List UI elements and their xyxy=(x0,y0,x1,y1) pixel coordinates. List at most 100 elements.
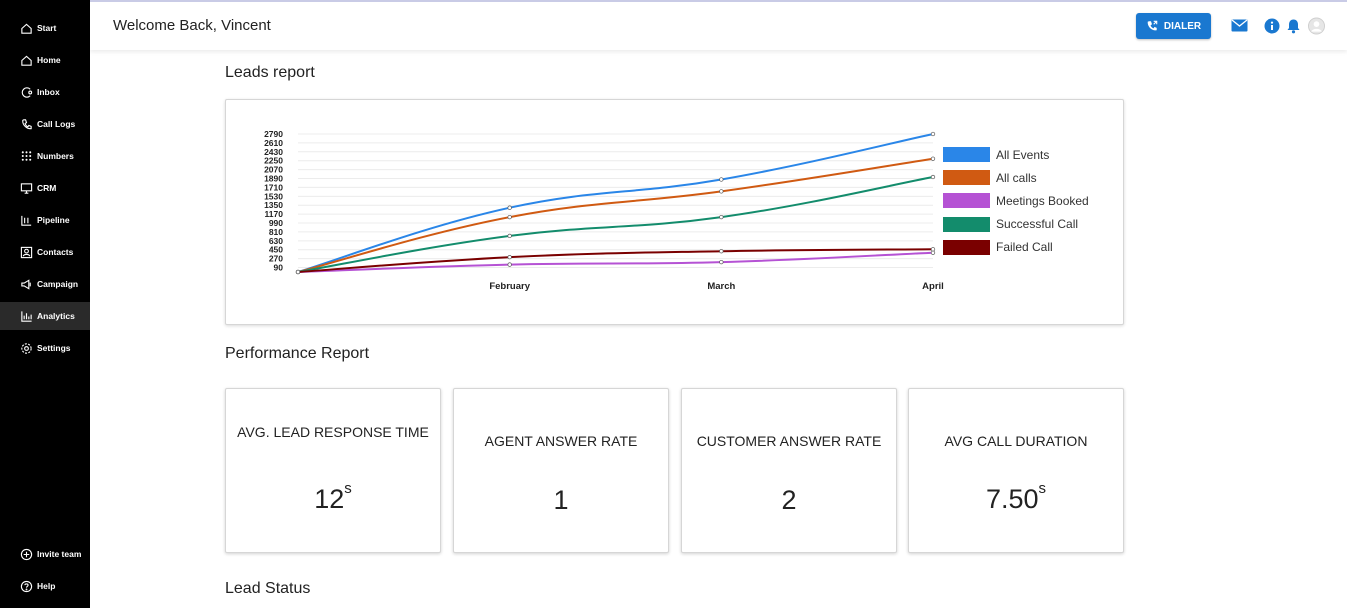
legend-item[interactable]: All Events xyxy=(943,147,1049,162)
sidebar-item-label: Settings xyxy=(37,343,71,353)
kpi-value-number: 12 xyxy=(314,484,345,514)
kpi-label: CUSTOMER ANSWER RATE xyxy=(696,433,882,449)
data-point xyxy=(719,189,724,194)
info-icon[interactable] xyxy=(1263,17,1280,34)
bell-icon[interactable] xyxy=(1285,17,1302,34)
kpi-customer-answer-rate: CUSTOMER ANSWER RATE 2 xyxy=(681,388,897,553)
sidebar-item-label: CRM xyxy=(37,183,57,193)
legend-label: Successful Call xyxy=(996,217,1079,232)
kpi-value: 12s xyxy=(226,480,440,515)
data-point xyxy=(719,214,724,220)
legend-label: All calls xyxy=(996,170,1037,185)
dialpad-icon xyxy=(19,149,33,163)
welcome-message: Welcome Back, Vincent xyxy=(113,17,271,34)
kpi-value: 1 xyxy=(454,485,668,516)
legend-swatch xyxy=(943,239,990,255)
sidebar-item-label: Inbox xyxy=(37,87,60,97)
sidebar-item-crm[interactable]: CRM xyxy=(0,174,90,202)
leads-report-chart: 90 270 450 630 810 990 1170 1350 1530 1710 1890 207… xyxy=(225,99,1124,325)
series-line-failed-call xyxy=(297,248,934,273)
home-icon xyxy=(19,53,33,67)
y-tick-label: 1710 xyxy=(264,182,283,192)
data-point xyxy=(930,174,936,180)
mail-icon[interactable] xyxy=(1231,17,1248,34)
dialer-button[interactable]: DIALER xyxy=(1136,13,1211,39)
data-point xyxy=(507,205,512,210)
y-tick-label: 990 xyxy=(269,218,283,228)
x-tick-label: April xyxy=(922,281,944,292)
legend-item[interactable]: Meetings Booked xyxy=(943,193,1089,209)
y-tick-label: 90 xyxy=(274,263,284,273)
kpi-value-unit: s xyxy=(344,480,352,497)
pipeline-icon xyxy=(19,213,33,227)
data-point xyxy=(719,177,724,182)
sidebar-item-help[interactable]: Help xyxy=(0,572,90,600)
kpi-avg-call-duration: AVG CALL DURATION 7.50s xyxy=(908,388,1124,553)
kpi-value-number: 1 xyxy=(553,485,569,515)
sidebar-item-label: Start xyxy=(37,23,57,33)
megaphone-icon xyxy=(19,277,33,291)
sidebar-item-settings[interactable]: Settings xyxy=(0,334,90,362)
kpi-avg-lead-response-time: AVG. LEAD RESPONSE TIME 12s xyxy=(225,388,441,553)
legend-label: All Events xyxy=(996,147,1050,162)
sidebar-item-label: Campaign xyxy=(37,279,79,289)
y-tick-label: 1350 xyxy=(264,200,283,210)
y-tick-label: 1890 xyxy=(264,174,283,184)
kpi-agent-answer-rate: AGENT ANSWER RATE 1 xyxy=(453,388,669,553)
monitor-icon xyxy=(19,181,33,195)
y-tick-label: 1170 xyxy=(265,209,284,219)
sidebar: Start Home Inbox Call Logs Numbers CRM P… xyxy=(0,0,90,608)
inbox-icon xyxy=(19,85,33,99)
sidebar-item-numbers[interactable]: Numbers xyxy=(0,142,90,170)
legend-item[interactable]: Successful Call xyxy=(943,216,1079,232)
legend-label: Meetings Booked xyxy=(996,193,1089,208)
y-tick-label: 2250 xyxy=(264,156,283,166)
y-tick-label: 1530 xyxy=(264,191,283,201)
sidebar-item-analytics[interactable]: Analytics xyxy=(0,302,90,330)
series-line-meetings-booked xyxy=(297,251,934,273)
kpi-value-number: 2 xyxy=(781,485,797,515)
y-tick-label: 2790 xyxy=(264,129,283,139)
x-tick-label: March xyxy=(707,281,735,292)
y-tick-label: 2070 xyxy=(264,165,283,175)
legend-swatch xyxy=(943,216,990,232)
data-point xyxy=(507,255,512,260)
sidebar-item-pipeline[interactable]: Pipeline xyxy=(0,206,90,234)
kpi-label: AVG. LEAD RESPONSE TIME xyxy=(237,424,429,440)
data-point xyxy=(507,214,512,220)
y-tick-label: 450 xyxy=(269,245,283,255)
y-tick-label: 630 xyxy=(269,236,283,246)
sidebar-item-call-logs[interactable]: Call Logs xyxy=(0,110,90,138)
performance-report-title: Performance Report xyxy=(225,345,370,362)
sidebar-item-label: Numbers xyxy=(37,151,74,161)
sidebar-item-label: Home xyxy=(37,55,61,65)
y-tick-label: 2430 xyxy=(264,147,283,157)
sidebar-item-label: Pipeline xyxy=(37,215,70,225)
sidebar-item-label: Help xyxy=(37,581,56,591)
avatar[interactable] xyxy=(1308,17,1325,34)
dialer-label: DIALER xyxy=(1163,20,1202,32)
top-bar: Welcome Back, Vincent DIALER xyxy=(90,0,1347,50)
legend-item[interactable]: Failed Call xyxy=(943,239,1053,255)
sidebar-item-inbox[interactable]: Inbox xyxy=(0,78,90,106)
legend-swatch xyxy=(943,193,990,209)
leads-report-title: Leads report xyxy=(225,64,315,81)
phone-icon xyxy=(1146,20,1158,32)
sidebar-item-campaign[interactable]: Campaign xyxy=(0,270,90,298)
sidebar-item-label: Contacts xyxy=(37,247,74,257)
kpi-value: 2 xyxy=(682,485,896,516)
sidebar-item-home[interactable]: Home xyxy=(0,46,90,74)
sidebar-item-start[interactable]: Start xyxy=(0,14,90,42)
sidebar-item-contacts[interactable]: Contacts xyxy=(0,238,90,266)
data-point xyxy=(507,262,512,267)
legend-swatch xyxy=(943,147,990,162)
data-point xyxy=(507,233,512,239)
series-line-all-events xyxy=(297,133,934,273)
leads-chart-svg: 9027045063081099011701350153017101890207… xyxy=(264,129,944,292)
data-point xyxy=(930,156,936,161)
legend-swatch xyxy=(943,170,990,186)
kpi-value-unit: s xyxy=(1038,480,1047,497)
legend-item[interactable]: All calls xyxy=(943,170,1037,186)
sidebar-item-invite-team[interactable]: Invite team xyxy=(0,540,90,568)
